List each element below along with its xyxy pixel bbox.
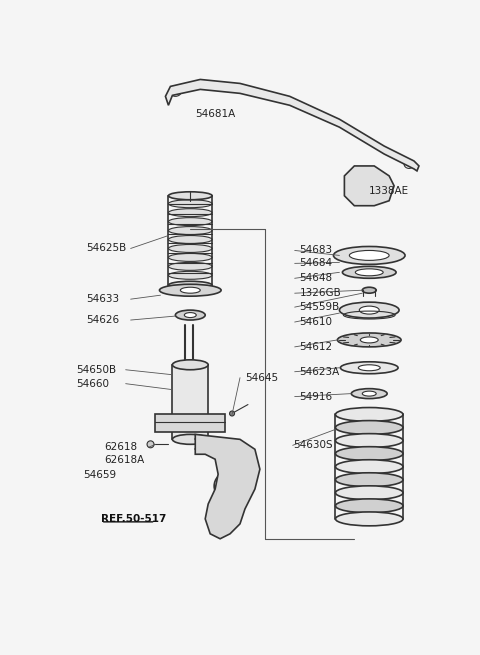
Ellipse shape [172, 434, 208, 444]
Ellipse shape [169, 86, 181, 96]
Ellipse shape [336, 486, 403, 500]
Text: REF.50-517: REF.50-517 [101, 514, 166, 524]
Polygon shape [195, 434, 260, 539]
Ellipse shape [168, 236, 212, 244]
Ellipse shape [336, 499, 403, 513]
Bar [168, 196, 212, 285]
Text: 54559B: 54559B [300, 302, 340, 312]
Ellipse shape [336, 460, 403, 474]
Ellipse shape [336, 407, 403, 421]
Ellipse shape [159, 284, 221, 296]
Text: 1338AE: 1338AE [369, 186, 409, 196]
Ellipse shape [360, 337, 378, 343]
Text: 1326GB: 1326GB [300, 288, 341, 298]
Ellipse shape [168, 271, 212, 279]
Bar [172, 365, 208, 440]
Ellipse shape [168, 263, 212, 271]
Text: 54630S: 54630S [294, 440, 333, 451]
Ellipse shape [349, 250, 389, 261]
Bar [156, 415, 225, 432]
Text: 54626: 54626 [86, 315, 119, 325]
Text: 54681A: 54681A [195, 109, 235, 119]
Ellipse shape [355, 269, 383, 276]
Ellipse shape [336, 421, 403, 434]
Ellipse shape [168, 200, 212, 208]
Text: 62618A: 62618A [104, 455, 144, 465]
Ellipse shape [360, 306, 379, 314]
Ellipse shape [340, 362, 398, 374]
Ellipse shape [180, 288, 200, 293]
Ellipse shape [362, 288, 376, 293]
Text: 54633: 54633 [86, 294, 119, 304]
Ellipse shape [168, 227, 212, 234]
Ellipse shape [147, 441, 154, 448]
Ellipse shape [336, 473, 403, 487]
Text: 54645: 54645 [245, 373, 278, 383]
Ellipse shape [339, 302, 399, 318]
Ellipse shape [336, 434, 403, 447]
Text: 54684: 54684 [300, 258, 333, 269]
Ellipse shape [342, 267, 396, 278]
Text: 54650B: 54650B [76, 365, 116, 375]
Ellipse shape [168, 209, 212, 217]
Text: 62618: 62618 [104, 442, 137, 453]
Text: 54660: 54660 [76, 379, 109, 388]
Text: 54625B: 54625B [86, 244, 126, 253]
Ellipse shape [168, 244, 212, 252]
Text: 54916: 54916 [300, 392, 333, 402]
Ellipse shape [214, 472, 242, 500]
Polygon shape [166, 79, 419, 171]
Ellipse shape [168, 192, 212, 200]
Ellipse shape [358, 365, 380, 371]
Ellipse shape [168, 253, 212, 261]
Text: 54648: 54648 [300, 273, 333, 283]
Ellipse shape [229, 411, 235, 416]
Text: 54612: 54612 [300, 342, 333, 352]
Text: 54659: 54659 [83, 470, 116, 480]
Ellipse shape [336, 512, 403, 526]
Text: 54610: 54610 [300, 317, 333, 327]
Polygon shape [344, 166, 394, 206]
Ellipse shape [172, 360, 208, 370]
Ellipse shape [362, 391, 376, 396]
Ellipse shape [175, 310, 205, 320]
Ellipse shape [337, 333, 401, 347]
Ellipse shape [184, 312, 196, 318]
Ellipse shape [362, 179, 376, 193]
Ellipse shape [336, 447, 403, 460]
Ellipse shape [334, 246, 405, 265]
Ellipse shape [168, 281, 212, 290]
Text: 54623A: 54623A [300, 367, 340, 377]
Text: 54683: 54683 [300, 246, 333, 255]
Ellipse shape [168, 217, 212, 225]
Ellipse shape [351, 388, 387, 399]
Ellipse shape [404, 159, 414, 168]
